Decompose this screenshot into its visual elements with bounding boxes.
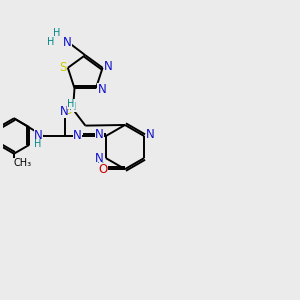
Text: N: N bbox=[146, 128, 155, 141]
Text: N: N bbox=[95, 152, 104, 165]
Text: H: H bbox=[69, 103, 76, 112]
Text: S: S bbox=[59, 61, 66, 74]
Text: N: N bbox=[103, 60, 112, 73]
Text: N: N bbox=[63, 36, 72, 49]
Text: O: O bbox=[98, 163, 107, 176]
Text: H: H bbox=[53, 28, 60, 38]
Text: S: S bbox=[64, 104, 71, 117]
Text: H: H bbox=[68, 99, 75, 109]
Text: N: N bbox=[34, 129, 43, 142]
Text: N: N bbox=[98, 83, 106, 96]
Text: N: N bbox=[60, 105, 68, 118]
Text: CH₃: CH₃ bbox=[13, 158, 31, 167]
Text: N: N bbox=[73, 129, 82, 142]
Text: H: H bbox=[98, 162, 105, 172]
Text: N: N bbox=[95, 128, 104, 141]
Text: H: H bbox=[34, 139, 42, 149]
Text: H: H bbox=[47, 37, 55, 47]
